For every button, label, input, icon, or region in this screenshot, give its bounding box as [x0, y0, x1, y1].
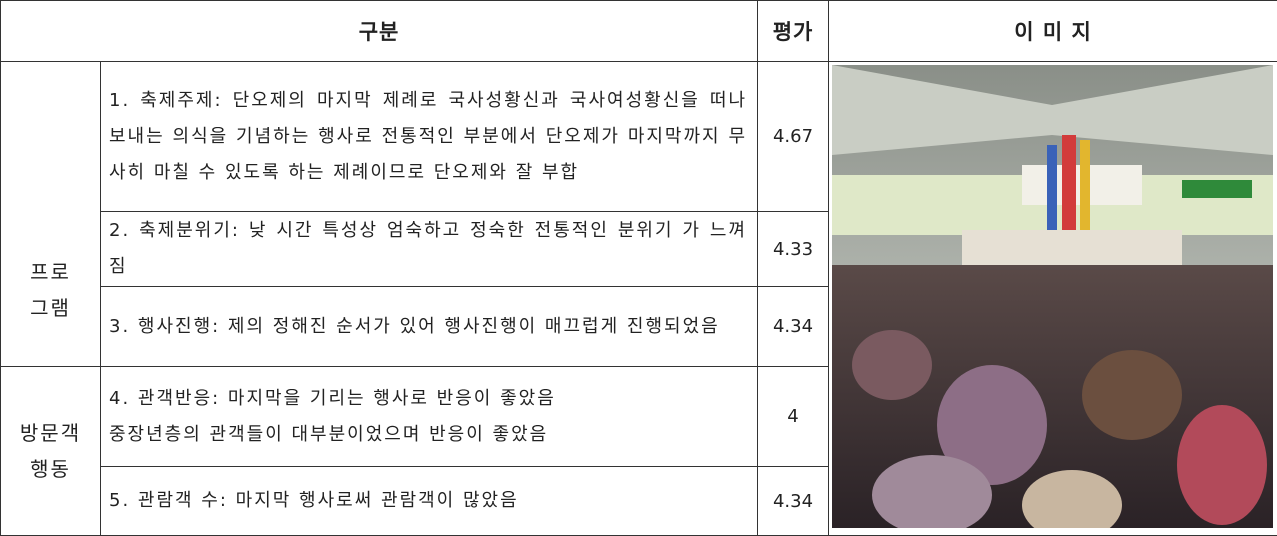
- item-text: 5. 관람객 수: 마지막 행사로써 관람객이 많았음: [101, 467, 758, 536]
- image-cell: [829, 62, 1277, 536]
- page: 구분 평가 이 미 지 프로 그램 1. 축제주제: 단오제의 마지막 제례로 …: [0, 0, 1277, 531]
- score: 4.34: [758, 467, 829, 536]
- header-row: 구분 평가 이 미 지: [1, 1, 1277, 62]
- item-text: 3. 행사진행: 제의 정해진 순서가 있어 행사진행이 매끄럽게 진행되었음: [101, 287, 758, 367]
- score: 4.33: [758, 212, 829, 287]
- row: 프로 그램 1. 축제주제: 단오제의 마지막 제례로 국사성황신과 국사여성황…: [1, 62, 1277, 212]
- group-label: 방문객 행동: [1, 367, 101, 536]
- photo: [832, 65, 1273, 528]
- evaluation-table: 구분 평가 이 미 지 프로 그램 1. 축제주제: 단오제의 마지막 제례로 …: [0, 0, 1277, 536]
- score: 4.34: [758, 287, 829, 367]
- score: 4: [758, 367, 829, 467]
- header-cell: 평가: [758, 1, 829, 62]
- group-label: 프로 그램: [1, 62, 101, 367]
- item-text: 1. 축제주제: 단오제의 마지막 제례로 국사성황신과 국사여성황신을 떠나보…: [101, 62, 758, 212]
- item-text: 4. 관객반응: 마지막을 기리는 행사로 반응이 좋았음 중장년층의 관객들이…: [101, 367, 758, 467]
- score: 4.67: [758, 62, 829, 212]
- item-text: 2. 축제분위기: 낮 시간 특성상 엄숙하고 정숙한 전통적인 분위기 가 느…: [101, 212, 758, 287]
- header-cell: 구분: [1, 1, 758, 62]
- header-cell: 이 미 지: [829, 1, 1277, 62]
